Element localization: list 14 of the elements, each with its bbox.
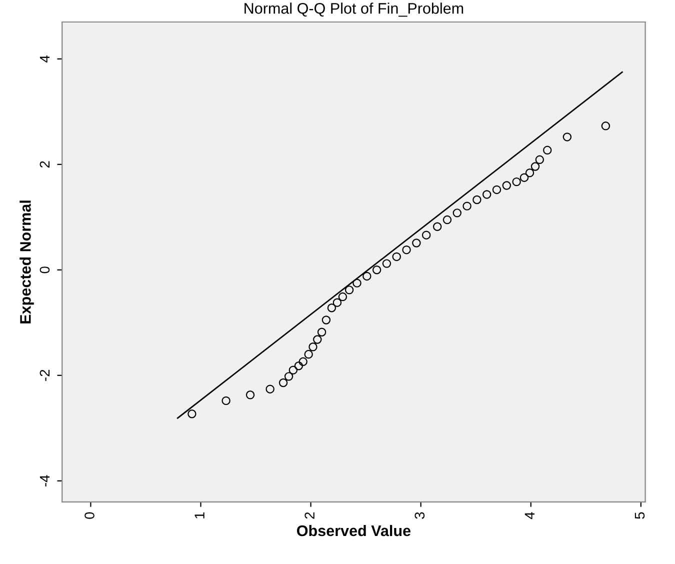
x-axis-title: Observed Value xyxy=(297,524,411,536)
y-tick-label: 4 xyxy=(40,55,50,62)
y-tick-label: 0 xyxy=(40,266,50,274)
x-tick-label: 4 xyxy=(524,512,534,520)
x-tick-label: 2 xyxy=(304,512,314,519)
chart-title: Normal Q-Q Plot of Fin_Problem xyxy=(244,2,464,17)
y-tick-label: -4 xyxy=(40,475,50,486)
y-tick-label: 2 xyxy=(40,161,50,168)
y-axis-title: Expected Normal xyxy=(20,200,34,324)
x-tick-label: 1 xyxy=(194,512,204,518)
x-tick-label: 0 xyxy=(84,512,94,519)
x-tick-label: 3 xyxy=(414,512,425,519)
x-tick-label: 5 xyxy=(634,512,645,519)
y-tick-label: -2 xyxy=(40,370,50,381)
